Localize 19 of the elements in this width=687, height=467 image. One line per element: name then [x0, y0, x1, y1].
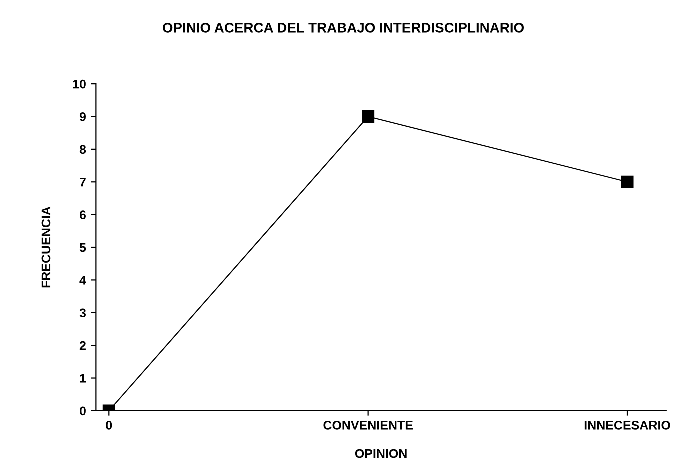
y-tick-label: 9 [80, 112, 86, 122]
y-tick-label: 8 [80, 145, 86, 154]
y-tick-label: 10 [73, 80, 86, 89]
x-axis-title: OPINION [355, 449, 407, 458]
y-tick-label: 4 [80, 276, 86, 285]
y-axis-title: FRECUENCIA [42, 206, 51, 288]
y-tick-label: 1 [80, 374, 86, 383]
chart-title: OPINIO ACERCA DEL TRABAJO INTERDISCIPLINARIO [162, 22, 524, 33]
point [621, 176, 634, 188]
x-tick-label: 0 [106, 421, 112, 430]
point [362, 110, 375, 123]
x-tick-label: CONVENIENTE [324, 421, 413, 430]
y-tick-label: 5 [80, 243, 86, 252]
y-tick-label: 0 [80, 406, 86, 416]
y-tick-label: 7 [80, 178, 86, 187]
y-tick-label: 3 [80, 308, 86, 318]
y-tick-label: 2 [80, 341, 86, 350]
x-tick-label: INNECESARIO [584, 421, 670, 430]
y-tick-label: 6 [80, 210, 86, 220]
